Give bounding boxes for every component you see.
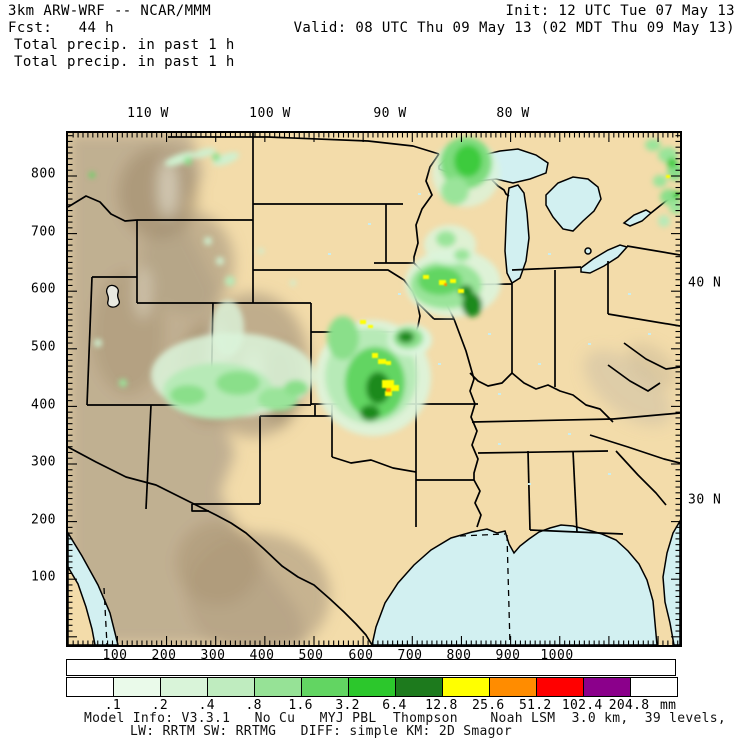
longitude-label: 80 W	[496, 106, 530, 121]
contour-info-box: CONTOURS: UNITS=mm LOW= 50.000 HIGH= 200…	[66, 659, 676, 676]
x-grid-label: 400	[249, 648, 275, 663]
x-grid-label: 500	[298, 648, 324, 663]
model-info-line2: LW: RRTM SW: RRTMG DIFF: simple KM: 2D S…	[130, 724, 512, 739]
colorbar-cell-11	[584, 678, 631, 696]
y-grid-label: 800	[31, 166, 56, 182]
colorbar-cell-4	[255, 678, 302, 696]
colorbar-cell-2	[161, 678, 208, 696]
colorbar-scale-value: .2	[151, 698, 168, 713]
latitude-label: 30 N	[688, 492, 722, 508]
great-salt-lake	[105, 284, 121, 308]
lake-st-clair	[584, 247, 592, 255]
colorbar-scale-value: 204.8	[608, 698, 650, 713]
colorbar-scale-labels: mm .1 .2 .4 .8 1.6 3.2 6.4 12.8 25.6 51.2 102.4 204…	[66, 698, 706, 713]
colorbar-units-label: mm	[660, 698, 677, 713]
timezone-dashed-lines	[103, 533, 511, 645]
plot-title: 3km ARW-WRF -- NCAR/MMM	[8, 3, 212, 19]
lake-huron	[545, 176, 602, 232]
colorbar-cell-5	[302, 678, 349, 696]
moisture-specks	[328, 193, 651, 485]
x-grid-label: 1000	[540, 648, 574, 663]
colorbar-scale-value: .8	[245, 698, 262, 713]
map-frame	[66, 131, 682, 647]
field-name-1: Total precip. in past 1 h	[14, 37, 235, 53]
colorbar-cell-8	[443, 678, 490, 696]
y-grid-label: 300	[31, 454, 56, 470]
colorbar-cell-12	[631, 678, 677, 696]
colorbar-cell-9	[490, 678, 537, 696]
water-layer	[68, 148, 680, 645]
forecast-hour: Fcst: 44 h	[8, 20, 114, 36]
us-precipitation-map	[68, 133, 680, 645]
colorbar-scale-value: 1.6	[288, 698, 313, 713]
colorbar-cell-7	[396, 678, 443, 696]
y-grid-label: 500	[31, 339, 56, 355]
y-grid-label: 700	[31, 224, 56, 240]
state-borders	[68, 133, 680, 645]
colorbar-cell-3	[208, 678, 255, 696]
lake-michigan	[504, 184, 530, 285]
y-grid-label: 400	[31, 397, 56, 413]
colorbar-scale-value: 102.4	[561, 698, 603, 713]
y-grid-label: 100	[31, 569, 56, 585]
x-grid-label: 700	[397, 648, 423, 663]
init-time: Init: 12 UTC Tue 07 May 13	[505, 3, 735, 19]
colorbar-cell-1	[114, 678, 161, 696]
gulf-of-mexico	[371, 524, 658, 645]
colorbar-scale-value: 6.4	[382, 698, 407, 713]
x-grid-label: 300	[200, 648, 226, 663]
longitude-label: 100 W	[249, 106, 291, 121]
colorbar-scale-value: .4	[198, 698, 215, 713]
baja-peninsula	[68, 565, 96, 645]
latitude-label: 40 N	[688, 275, 722, 291]
x-grid-label: 800	[446, 648, 472, 663]
colorbar-scale-value: 51.2	[518, 698, 552, 713]
x-grid-label: 100	[102, 648, 128, 663]
colorbar-scale-value: 3.2	[335, 698, 360, 713]
longitude-label: 110 W	[127, 106, 169, 121]
lake-erie	[580, 244, 629, 274]
colorbar-scale-value: 12.8	[425, 698, 458, 713]
colorbar-scale-value: 25.6	[472, 698, 505, 713]
precip-shield-layer	[89, 137, 680, 436]
x-grid-label: 600	[348, 648, 374, 663]
colorbar-scale-value: .1	[104, 698, 122, 713]
x-grid-label: 900	[495, 648, 521, 663]
x-grid-label: 200	[151, 648, 177, 663]
field-name-2: Total precip. in past 1 h	[14, 54, 235, 70]
colorbar-cell-0	[67, 678, 114, 696]
precip-colorbar	[66, 677, 678, 697]
valid-time: Valid: 08 UTC Thu 09 May 13 (02 MDT Thu …	[293, 20, 735, 36]
y-grid-label: 600	[31, 281, 56, 297]
colorbar-cell-6	[349, 678, 396, 696]
precip-core-layer	[360, 175, 670, 396]
y-grid-label: 200	[31, 512, 56, 528]
model-info-line1: Model Info: V3.3.1 No Cu MYJ PBL Thompso…	[84, 711, 740, 726]
colorbar-cell-10	[537, 678, 584, 696]
axis-ticks	[68, 133, 680, 645]
longitude-label: 90 W	[373, 106, 407, 121]
